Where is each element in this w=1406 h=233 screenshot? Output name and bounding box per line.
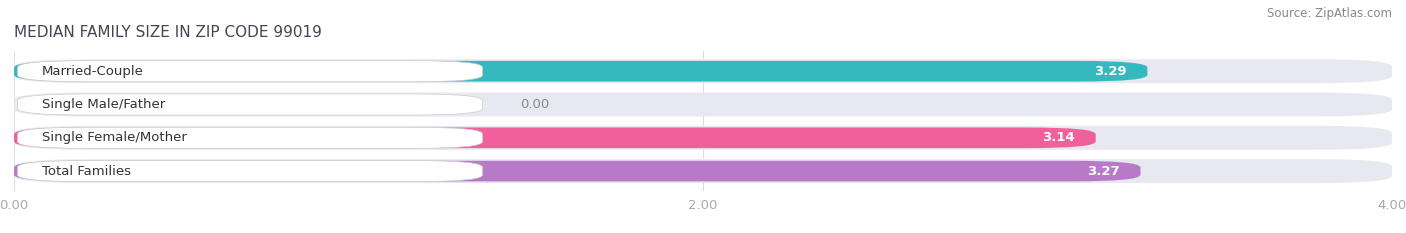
Text: Single Female/Mother: Single Female/Mother (42, 131, 187, 144)
FancyBboxPatch shape (17, 61, 482, 82)
Text: 0.00: 0.00 (520, 98, 550, 111)
FancyBboxPatch shape (14, 59, 1392, 83)
Text: 3.29: 3.29 (1094, 65, 1126, 78)
Text: Married-Couple: Married-Couple (42, 65, 143, 78)
Text: Source: ZipAtlas.com: Source: ZipAtlas.com (1267, 7, 1392, 20)
FancyBboxPatch shape (17, 127, 482, 148)
FancyBboxPatch shape (17, 94, 482, 115)
FancyBboxPatch shape (14, 159, 1392, 183)
Text: 3.14: 3.14 (1042, 131, 1076, 144)
FancyBboxPatch shape (14, 161, 1140, 182)
FancyBboxPatch shape (14, 93, 1392, 116)
FancyBboxPatch shape (14, 61, 1147, 82)
FancyBboxPatch shape (17, 161, 482, 182)
Text: 3.27: 3.27 (1087, 164, 1119, 178)
FancyBboxPatch shape (14, 127, 1095, 148)
Text: MEDIAN FAMILY SIZE IN ZIP CODE 99019: MEDIAN FAMILY SIZE IN ZIP CODE 99019 (14, 25, 322, 40)
Text: Single Male/Father: Single Male/Father (42, 98, 165, 111)
Text: Total Families: Total Families (42, 164, 131, 178)
FancyBboxPatch shape (14, 126, 1392, 150)
